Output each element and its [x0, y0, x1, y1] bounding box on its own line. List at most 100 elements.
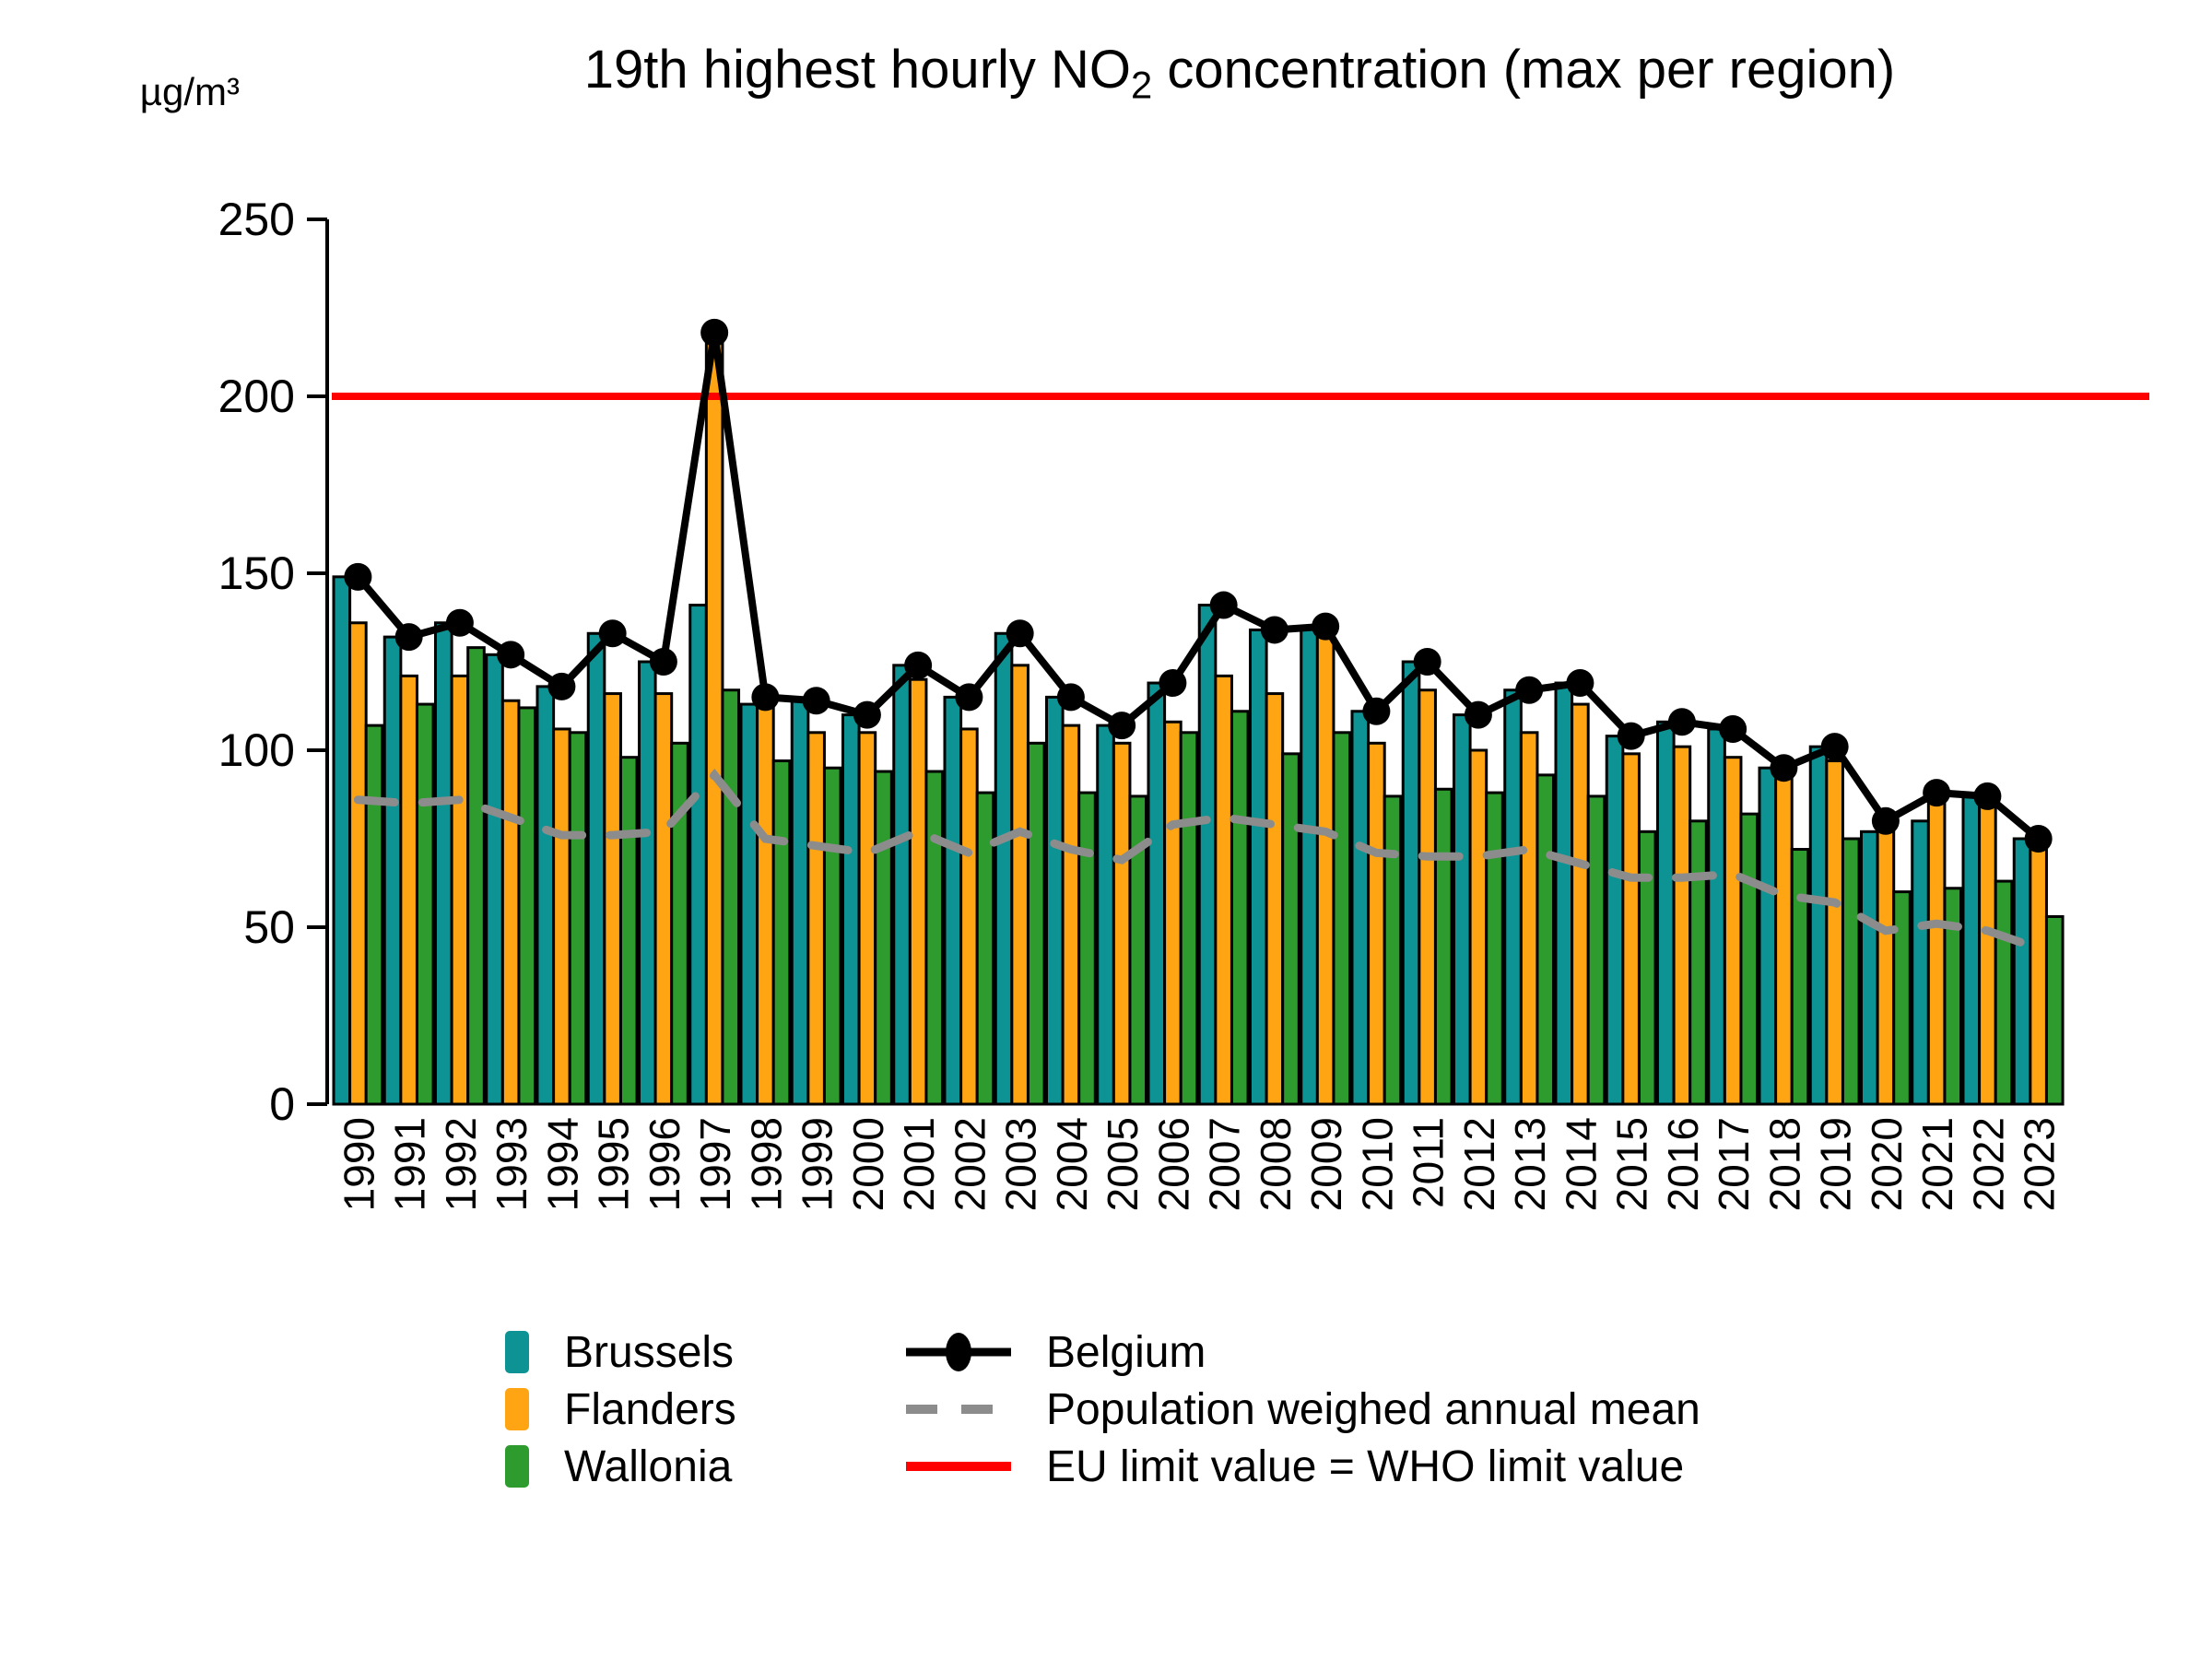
bar-flanders-1992: [450, 674, 470, 1106]
x-tick-label-2020: 2020: [1863, 1117, 1911, 1211]
x-tick-label-2023: 2023: [2016, 1117, 2064, 1211]
bar-wallonia-1998: [771, 759, 792, 1106]
bar-flanders-2015: [1621, 752, 1641, 1106]
x-tick-label-2000: 2000: [844, 1117, 892, 1211]
belgium-point-2010: [1362, 697, 1391, 725]
bar-flanders-1990: [348, 621, 368, 1106]
x-tick-label-1996: 1996: [641, 1117, 688, 1211]
belgium-point-2001: [904, 651, 933, 679]
belgium-point-1994: [547, 672, 576, 700]
belgium-point-2011: [1413, 648, 1441, 676]
belgium-point-1998: [751, 683, 780, 712]
belgium-point-1993: [497, 641, 525, 669]
bar-brussels-2002: [943, 695, 963, 1106]
bar-brussels-2006: [1147, 681, 1167, 1106]
bar-flanders-2011: [1418, 688, 1437, 1106]
bar-flanders-2008: [1265, 692, 1285, 1106]
dashed-line-icon: [906, 1405, 1011, 1414]
x-tick-label-1995: 1995: [590, 1117, 638, 1211]
bar-brussels-2001: [892, 664, 912, 1106]
x-tick-label-1999: 1999: [794, 1117, 841, 1211]
bar-wallonia-1997: [721, 688, 741, 1106]
bar-brussels-2005: [1096, 724, 1115, 1106]
bar-flanders-2000: [857, 731, 877, 1106]
bar-flanders-1999: [806, 731, 826, 1106]
legend-item-eu-limit: EU limit value = WHO limit value: [899, 1438, 1700, 1495]
bar-flanders-2009: [1315, 635, 1335, 1106]
x-tick-label-2010: 2010: [1353, 1117, 1401, 1211]
bar-wallonia-2007: [1230, 710, 1250, 1106]
legend-item-belgium: Belgium: [899, 1324, 1700, 1381]
population-weighed-mean-line: [353, 768, 2043, 953]
chart-title-suffix: concentration (max per region): [1152, 40, 1896, 100]
belgium-point-2017: [1719, 714, 1747, 743]
belgium-point-2020: [1871, 806, 1900, 835]
x-tick-label-2003: 2003: [997, 1117, 1045, 1211]
belgium-point-2005: [1108, 712, 1136, 740]
belgium-point-2003: [1006, 619, 1034, 648]
x-tick-label-1998: 1998: [742, 1117, 790, 1211]
bar-wallonia-2015: [1637, 830, 1657, 1106]
bar-wallonia-2001: [924, 770, 945, 1106]
bar-brussels-1999: [790, 699, 810, 1106]
legend-bar-series: Brussels Flanders Wallonia: [505, 1324, 736, 1495]
belgium-point-2000: [853, 700, 881, 729]
bar-wallonia-2020: [1892, 890, 1912, 1106]
belgium-point-1999: [802, 687, 830, 715]
x-tick-label-2011: 2011: [1405, 1117, 1453, 1208]
bar-wallonia-2006: [1179, 731, 1199, 1106]
bar-flanders-2012: [1468, 748, 1488, 1106]
bar-brussels-2020: [1860, 830, 1879, 1106]
x-tick-label-2009: 2009: [1302, 1117, 1350, 1211]
brussels-swatch-icon: [505, 1331, 529, 1373]
bar-wallonia-1993: [517, 706, 537, 1106]
x-tick-label-2006: 2006: [1149, 1117, 1197, 1211]
x-tick-label-2001: 2001: [895, 1117, 943, 1211]
bar-flanders-2003: [1010, 664, 1030, 1106]
bar-wallonia-2004: [1077, 791, 1097, 1106]
y-tick-label-0: 0: [269, 1078, 295, 1130]
x-tick-label-2014: 2014: [1557, 1117, 1605, 1211]
bar-flanders-2023: [2029, 848, 2048, 1106]
belgium-point-2019: [1820, 733, 1849, 761]
bar-brussels-2003: [994, 631, 1014, 1106]
y-tick-label-50: 50: [243, 901, 295, 953]
chart-title-subscript: 2: [1131, 63, 1153, 107]
bar-brussels-2000: [841, 713, 861, 1106]
bar-brussels-1990: [332, 575, 352, 1106]
bar-wallonia-2011: [1433, 787, 1453, 1106]
x-tick-label-2005: 2005: [1099, 1117, 1147, 1211]
x-tick-label-1993: 1993: [488, 1117, 535, 1211]
x-tick-label-2015: 2015: [1608, 1117, 1656, 1211]
bar-brussels-2016: [1656, 720, 1676, 1106]
x-tick-label-1990: 1990: [335, 1117, 382, 1211]
bar-flanders-1995: [603, 692, 622, 1106]
legend-label-population-mean: Population weighed annual mean: [1046, 1384, 1700, 1434]
belgium-point-2013: [1515, 676, 1544, 704]
bar-brussels-2018: [1758, 766, 1778, 1106]
legend-item-flanders: Flanders: [505, 1381, 736, 1438]
bar-brussels-1998: [739, 702, 759, 1106]
y-tick-label-100: 100: [218, 724, 295, 776]
bar-flanders-1994: [552, 727, 571, 1106]
x-tick-label-2019: 2019: [1812, 1117, 1860, 1211]
bar-wallonia-2014: [1586, 794, 1606, 1106]
x-tick-label-2022: 2022: [1964, 1117, 2012, 1211]
belgium-point-2002: [955, 683, 983, 712]
chart-title-text: 19th highest hourly NO: [583, 40, 1132, 100]
bar-flanders-2002: [959, 727, 979, 1106]
y-tick-label-200: 200: [218, 371, 295, 422]
legend-label-brussels: Brussels: [564, 1327, 735, 1377]
belgium-line-icon: [906, 1333, 1011, 1371]
belgium-point-2014: [1566, 669, 1594, 698]
bar-flanders-2018: [1774, 773, 1794, 1106]
x-tick-label-2018: 2018: [1760, 1117, 1808, 1211]
x-tick-label-2002: 2002: [946, 1117, 994, 1211]
belgium-point-2023: [2024, 825, 2053, 853]
bar-wallonia-2012: [1485, 791, 1504, 1106]
bar-brussels-2021: [1911, 819, 1930, 1106]
legend-item-population-mean: Population weighed annual mean: [899, 1381, 1700, 1438]
belgium-point-2016: [1667, 708, 1696, 736]
